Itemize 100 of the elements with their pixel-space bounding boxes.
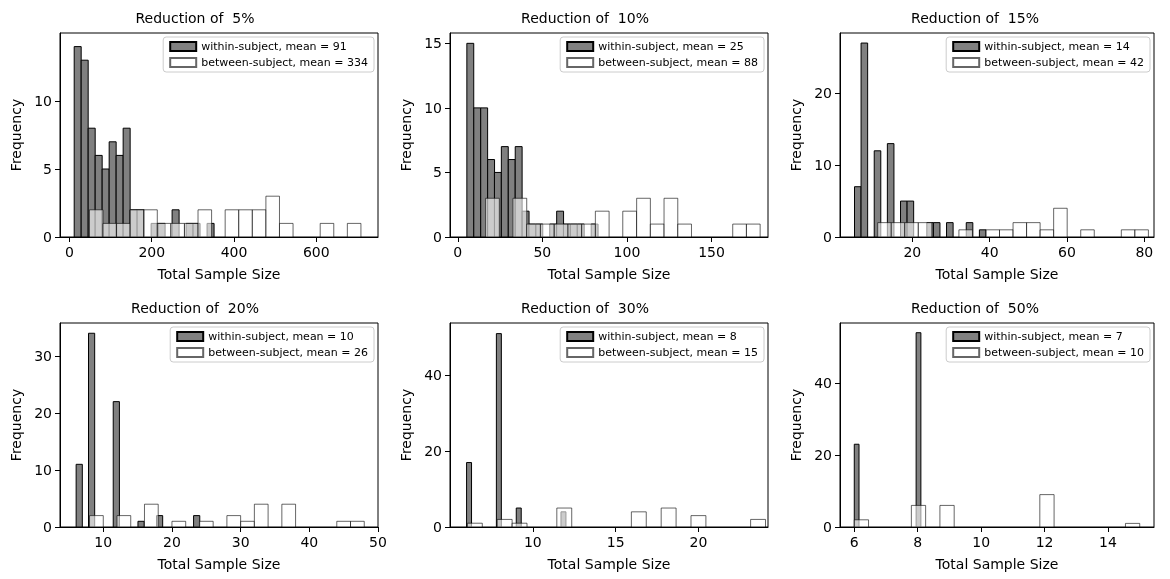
y-tick-label: 20	[814, 447, 832, 464]
bar	[171, 520, 187, 528]
bar	[732, 223, 747, 238]
x-tick-label: 12	[1035, 534, 1054, 550]
bar	[88, 209, 104, 238]
y-tick-label: 40	[814, 375, 832, 392]
x-tick-label: 50	[369, 534, 387, 550]
bar	[496, 518, 513, 528]
bar	[985, 229, 1001, 238]
bar	[567, 223, 583, 238]
y-tick-label: 0	[433, 519, 442, 535]
y-tick-label: 10	[814, 157, 832, 174]
bar	[890, 222, 906, 238]
bar	[581, 223, 596, 238]
bar	[1120, 229, 1136, 238]
legend-label: within-subject, mean = 10	[208, 330, 354, 343]
bar	[1012, 222, 1028, 238]
chart-title: Reduction of 30%	[521, 300, 649, 316]
bar	[958, 229, 973, 238]
x-tick-label: 600	[302, 244, 330, 260]
x-axis-title: Total Sample Size	[546, 266, 671, 282]
x-tick-label: 30	[231, 534, 250, 550]
x-axis-title: Total Sample Size	[934, 556, 1059, 572]
bar	[116, 515, 132, 528]
x-tick-label: 40	[980, 244, 999, 260]
bar	[622, 210, 637, 238]
x-tick-label: 40	[300, 534, 319, 550]
bar	[156, 222, 172, 238]
bar	[649, 223, 665, 238]
y-tick-label: 40	[424, 367, 442, 384]
y-tick-label: 5	[433, 164, 442, 181]
y-tick-label: 5	[43, 161, 52, 177]
bar	[102, 222, 118, 238]
bar	[663, 197, 679, 238]
bar	[183, 222, 199, 238]
x-tick-label: 400	[220, 244, 248, 260]
bar	[1124, 522, 1141, 528]
y-tick-label: 15	[424, 35, 442, 52]
bar	[251, 209, 267, 238]
bar	[197, 209, 213, 238]
legend-label: between-subject, mean = 42	[984, 56, 1145, 69]
x-tick-label: 10	[523, 534, 542, 550]
bar	[1039, 494, 1055, 528]
x-tick-label: 14	[1099, 534, 1117, 550]
chart-title: Reduction of 20%	[131, 300, 259, 316]
bar	[594, 210, 610, 238]
y-tick-label: 10	[424, 99, 442, 116]
legend-label: within-subject, mean = 91	[201, 40, 347, 53]
y-tick-label: 20	[814, 85, 832, 102]
legend-label: between-subject, mean = 88	[598, 56, 759, 69]
bar	[556, 507, 573, 528]
x-tick-label: 20	[689, 534, 708, 550]
bar	[224, 209, 240, 238]
y-axis-title: Frequency	[8, 388, 25, 462]
bar	[89, 515, 104, 528]
x-axis-title: Total Sample Size	[934, 266, 1059, 282]
y-axis-title: Frequency	[788, 388, 805, 462]
bar	[281, 503, 297, 528]
bar	[466, 522, 483, 528]
y-tick-label: 10	[34, 462, 52, 479]
bar	[170, 222, 185, 238]
legend-label: within-subject, mean = 8	[598, 330, 737, 343]
bar	[1080, 229, 1095, 238]
x-tick-label: 20	[163, 534, 181, 550]
bar	[129, 209, 145, 238]
x-tick-label: 0	[453, 244, 463, 260]
bar	[526, 223, 541, 238]
bar	[677, 223, 692, 238]
bar	[253, 503, 269, 528]
bar	[877, 222, 892, 238]
bar	[265, 195, 280, 238]
chart-title: Reduction of 15%	[911, 10, 1039, 26]
y-tick-label: 30	[34, 348, 52, 365]
bar	[1053, 207, 1068, 238]
y-tick-label: 0	[823, 229, 832, 245]
bar	[1039, 229, 1055, 238]
bar	[319, 222, 335, 238]
bar	[553, 223, 569, 238]
bar	[346, 222, 362, 238]
y-axis-title: Frequency	[788, 98, 805, 172]
bar	[116, 222, 131, 238]
legend-label: within-subject, mean = 7	[984, 330, 1123, 343]
bar	[485, 197, 500, 238]
y-tick-label: 0	[823, 519, 832, 535]
x-axis-title: Total Sample Size	[156, 556, 281, 572]
x-tick-label: 10	[972, 534, 991, 550]
chart-title: Reduction of 5%	[135, 10, 255, 26]
legend-label: between-subject, mean = 26	[208, 346, 369, 359]
x-tick-label: 6	[849, 534, 859, 550]
legend-label: between-subject, mean = 15	[598, 346, 759, 359]
bar	[511, 522, 528, 528]
bar	[636, 197, 651, 238]
bar	[904, 222, 919, 238]
legend-label: between-subject, mean = 334	[201, 56, 369, 69]
x-tick-label: 0	[65, 244, 74, 260]
y-axis-title: Frequency	[398, 98, 415, 172]
bar	[660, 507, 677, 528]
legend-label: within-subject, mean = 14	[984, 40, 1130, 53]
bar	[198, 520, 214, 528]
x-axis-title: Total Sample Size	[546, 556, 671, 572]
